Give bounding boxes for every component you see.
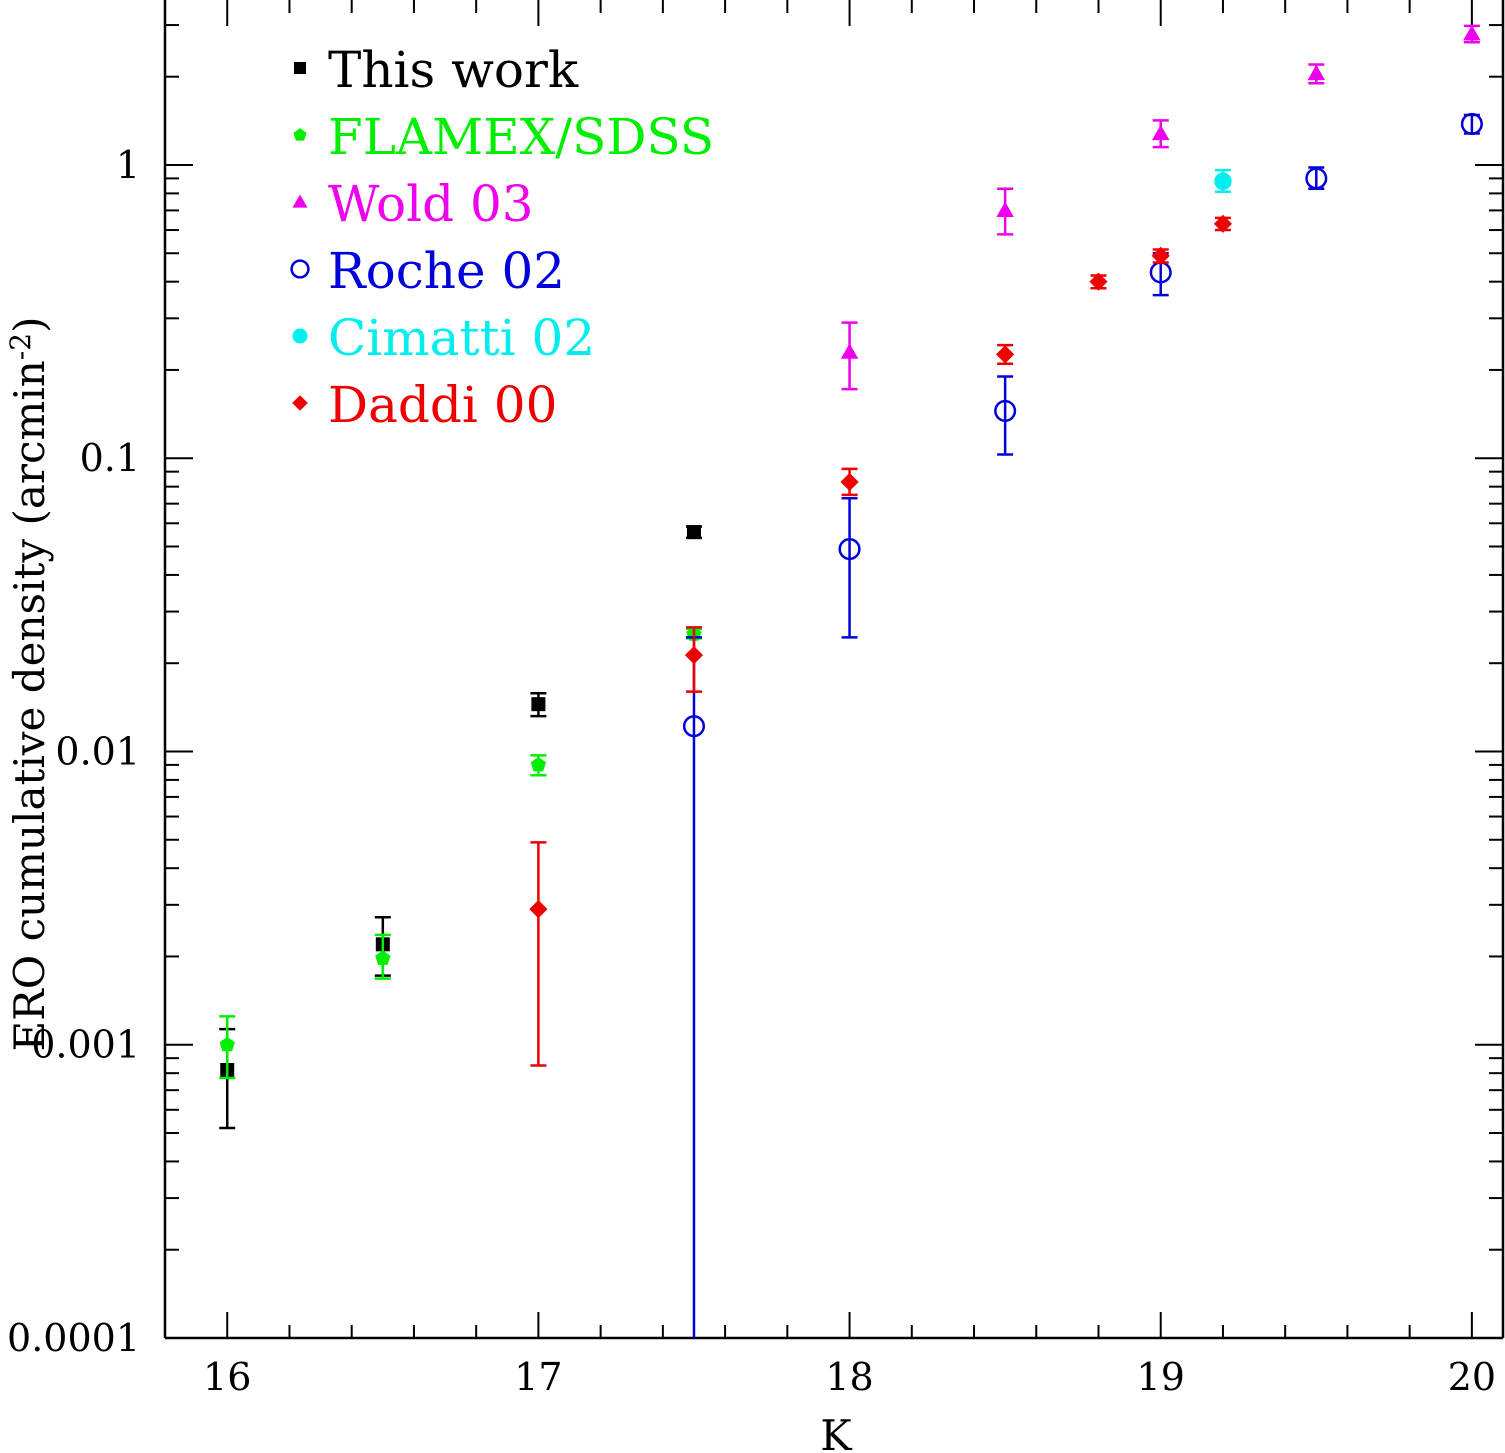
data-point bbox=[1460, 112, 1483, 136]
y-tick-label: 0.1 bbox=[80, 436, 140, 480]
data-point bbox=[1463, 25, 1481, 41]
legend-marker bbox=[292, 194, 308, 208]
legend-label: Daddi 00 bbox=[328, 376, 557, 434]
x-tick-label: 20 bbox=[1448, 1355, 1496, 1399]
data-point bbox=[1089, 272, 1108, 291]
data-point bbox=[686, 525, 701, 540]
data-point bbox=[838, 538, 861, 561]
data-point bbox=[996, 201, 1014, 217]
legend-label: FLAMEX/SDSS bbox=[328, 108, 714, 166]
y-axis-label-exponent: -2 bbox=[4, 333, 37, 360]
data-point bbox=[840, 343, 859, 359]
data-point bbox=[530, 756, 547, 772]
x-axis-label: K bbox=[820, 1411, 853, 1453]
legend-label: Cimatti 02 bbox=[328, 309, 595, 367]
x-tick-label: 17 bbox=[514, 1355, 562, 1399]
data-point bbox=[375, 950, 391, 965]
data-point bbox=[531, 697, 546, 712]
y-tick-label: 0.001 bbox=[31, 1023, 140, 1067]
y-axis-label-main: ERO cumulative density (arcmin bbox=[5, 360, 54, 1051]
data-point bbox=[1214, 172, 1232, 191]
legend-marker bbox=[290, 259, 310, 279]
x-tick-label: 18 bbox=[825, 1355, 873, 1399]
y-tick-label: 1 bbox=[116, 143, 140, 187]
legend-label: Wold 03 bbox=[328, 175, 534, 233]
data-point bbox=[684, 646, 704, 665]
data-point bbox=[1305, 167, 1328, 190]
legend-marker bbox=[294, 62, 306, 74]
y-axis-label-close: ) bbox=[5, 317, 54, 333]
legend-label: Roche 02 bbox=[328, 242, 565, 300]
data-point bbox=[219, 1036, 235, 1052]
legend-label: This work bbox=[328, 41, 579, 99]
series-flamex-sdss bbox=[219, 626, 702, 1080]
data-point bbox=[529, 900, 548, 919]
legend-marker bbox=[293, 128, 307, 141]
x-tick-label: 16 bbox=[203, 1355, 251, 1399]
data-point bbox=[994, 399, 1017, 422]
data-point bbox=[840, 472, 859, 492]
y-tick-label: 0.01 bbox=[55, 729, 140, 773]
series-cimatti-02 bbox=[1214, 168, 1232, 194]
x-tick-label: 19 bbox=[1137, 1355, 1185, 1399]
data-point bbox=[996, 345, 1015, 364]
plot-frame bbox=[163, 0, 1505, 1340]
x-axis: 16 17 18 19 20 bbox=[203, 0, 1496, 1399]
data-point bbox=[1151, 124, 1170, 141]
data-point bbox=[1307, 64, 1326, 81]
data-point bbox=[682, 715, 706, 738]
series-roche-02 bbox=[682, 112, 1483, 1338]
y-axis: 0.0001 0.001 0.01 0.1 1 bbox=[7, 24, 1503, 1360]
legend-marker bbox=[292, 328, 308, 344]
data-point bbox=[1213, 214, 1233, 233]
y-tick-label: 0.0001 bbox=[7, 1316, 140, 1360]
plot-area bbox=[219, 24, 1483, 1338]
series-daddi-00 bbox=[529, 214, 1233, 1067]
series-this-work bbox=[219, 525, 702, 1130]
y-axis-label: ERO cumulative density (arcmin-2) bbox=[4, 317, 54, 1052]
series-wold-03 bbox=[840, 24, 1481, 391]
legend-marker bbox=[292, 395, 308, 411]
legend: This work FLAMEX/SDSS Wold 03 Roche 02 Cimat… bbox=[290, 41, 714, 434]
data-point bbox=[1151, 246, 1170, 265]
